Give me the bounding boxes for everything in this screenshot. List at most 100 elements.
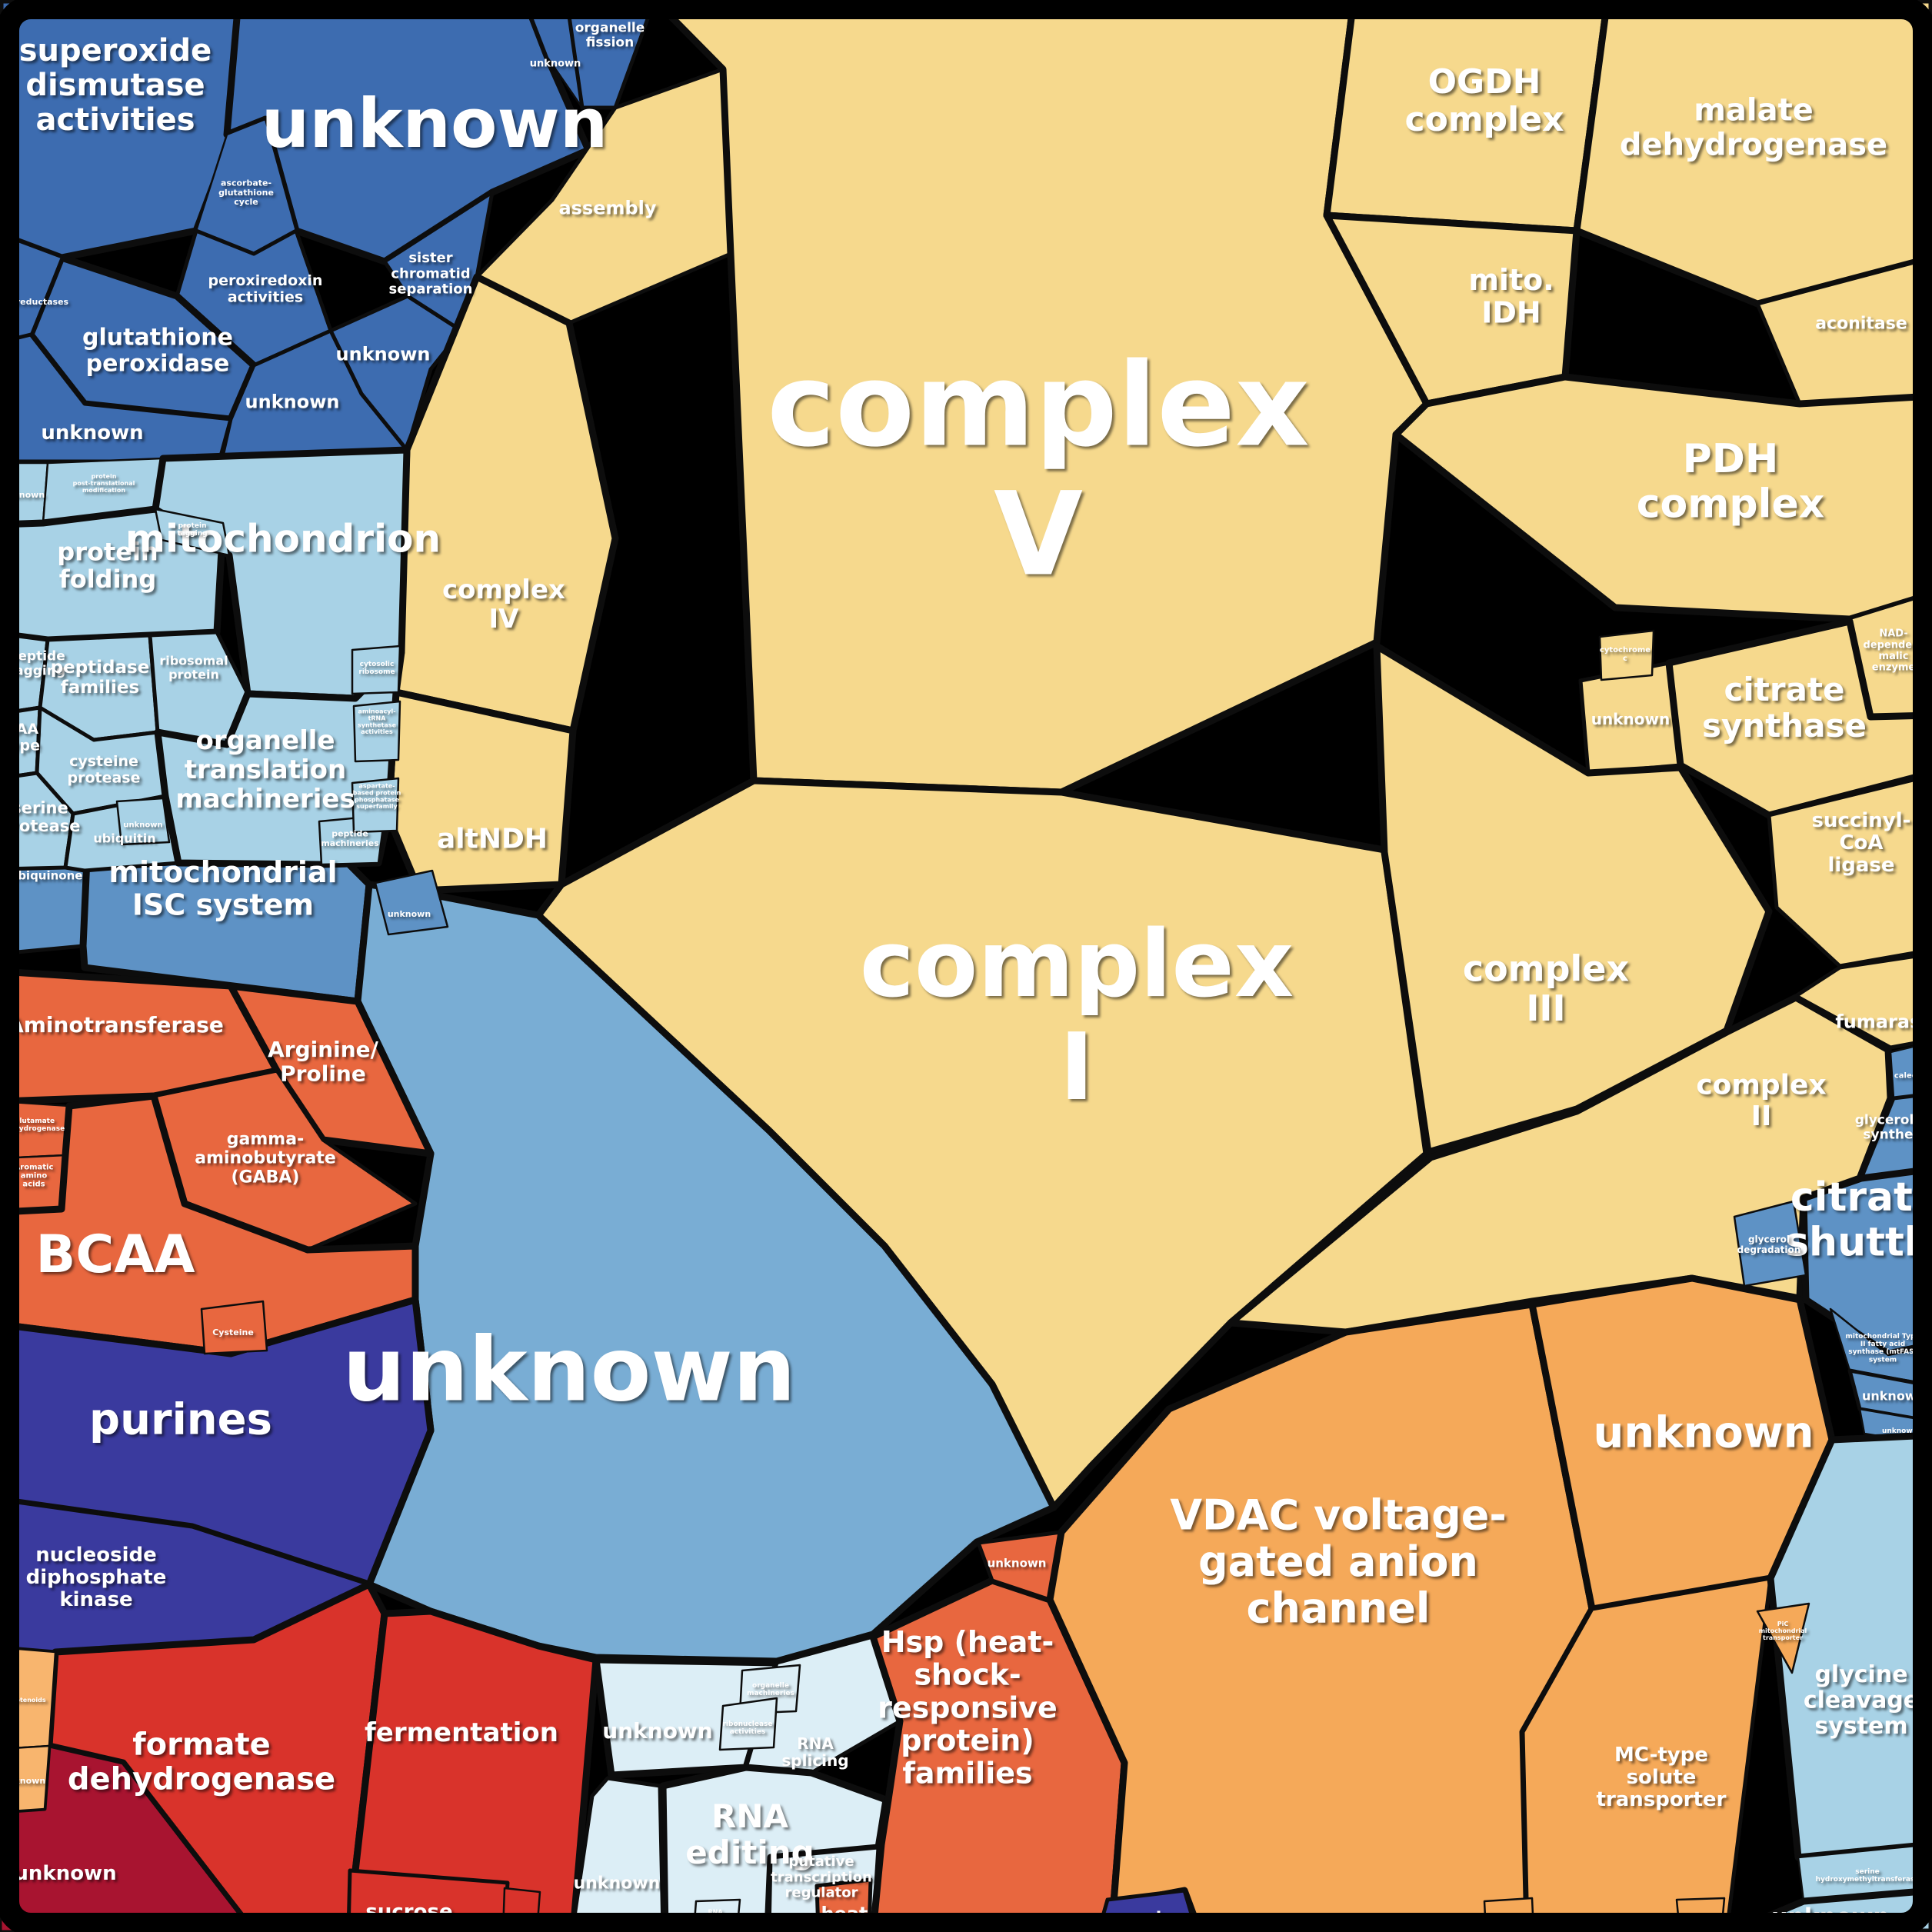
label-OGDH-complex: OGDH complex (1405, 62, 1564, 139)
label-malate-dehydrogenase: malate dehydrogenase (1620, 93, 1887, 163)
cell-cysteine-tiny (200, 1300, 268, 1355)
label-paleorange-carotenoids: carotenoids (5, 1697, 45, 1704)
label-complex-II: complex II (1696, 1069, 1826, 1131)
cell-PDH-complex (1392, 373, 1932, 623)
label-altNDH: altNDH (437, 824, 548, 855)
label-ribosomal-protein: ribosomal protein (159, 654, 228, 682)
label-mitochondrial-ISC-system: mitochondrial ISC system (108, 855, 337, 922)
label-cytochrome-c: cytochrome c (1600, 646, 1651, 663)
label-citrate-synthase: citrate synthase (1702, 671, 1867, 744)
label-PDH-complex: PDH complex (1637, 436, 1825, 527)
label-serine-hydroxymethyltransferase: serine hydroxymethyltransferase (1816, 1868, 1920, 1884)
label-putative-transcription-regulator: putative transcription regulator (771, 1854, 872, 1900)
label-central-unknown: unknown (342, 1318, 795, 1421)
label-unknown-topleft-mid: unknown (336, 343, 431, 365)
label-cluster-unknown: unknown (388, 909, 431, 919)
cell-aminoacyl-tRNA-synthetase-activities (352, 700, 401, 763)
label-fermentation: fermentation (365, 1717, 558, 1748)
label-glutamate-dehydrogenase: glutamate dehydrogenase (5, 1118, 65, 1133)
cell-ribonuclease-activities (718, 1697, 778, 1751)
cell-citrate-shuttle (1800, 1165, 1932, 1357)
cell-mtfas-system (1829, 1307, 1932, 1386)
label-rna-editing: RNA editing (685, 1797, 814, 1871)
label-mitochondrion: mitochondrion (125, 517, 441, 561)
label-complex-V: complex V (767, 339, 1310, 602)
label-arginine-proline: Arginine/Proline (268, 1037, 379, 1086)
label-NAD-dependent-malic-enzyme: NAD-dependent malic enzyme (1863, 628, 1924, 674)
label-organelle-fission-unknown: unknown (530, 58, 581, 70)
label-aconitase: aconitase (1815, 315, 1907, 334)
label-succinyl-CoA-ligase: succinyl-CoA ligase (1812, 809, 1911, 877)
label-peptidase-families: peptidase families (51, 658, 150, 698)
label-complex-IV: complex IV (442, 575, 565, 635)
label-organelle-fission: organelle fission (575, 20, 645, 50)
label-peptide-tagging: peptide tagging (8, 648, 65, 678)
label-organelle-machineries: organelle machineries (747, 1682, 794, 1697)
label-complex-I: complex I (860, 911, 1294, 1121)
label-ubiquinone: ubiquinone (10, 868, 83, 882)
cell-mc-type-solute-transporter (1521, 1576, 1773, 1932)
label-sister-chromatid-separation: sister chromatid separation (389, 250, 473, 297)
label-glycine-cleavage-system: glycine cleavage system (1804, 1661, 1919, 1740)
label-unknown-medblue-right: unknown (1862, 1389, 1925, 1404)
cell-pic-mitochondrial-transporter (1756, 1602, 1810, 1674)
label-unknown-topleft-lower: unknown (245, 391, 340, 412)
label-formate-dehydrogenase: formate dehydrogenase (68, 1727, 335, 1797)
label-caleosin: caleosin (1894, 1072, 1930, 1081)
label-pic-mitochondrial-transporter: PiC mitochondrial transporter (1759, 1621, 1807, 1641)
cell-arginine-proline (227, 982, 435, 1158)
cell-altNDH (385, 688, 577, 894)
cell-unknown-medblue-right (1847, 1368, 1932, 1424)
label-aminoacyl-tRNA-synthetase-activities: aminoacyl-tRNA synthetase activities (358, 708, 397, 735)
label-aromatic-amino-acids: Aromatic amino acids (15, 1163, 54, 1188)
label-mtfas-system: mitochondrial Type II fatty acid synthase … (1845, 1333, 1920, 1364)
cell-aconitase (1755, 255, 1932, 406)
cell-unknown-lightblue-bottom (115, 797, 171, 846)
label-crimson-unknown: unknown (14, 1862, 116, 1885)
cell-glycerol-degradation (1733, 1200, 1807, 1287)
label-protein-tagging: protein tagging (177, 522, 207, 538)
label-protein-folding: protein folding (57, 537, 158, 594)
label-ribonuclease-activities: ribonuclease activities (722, 1720, 772, 1736)
label-unknown-topleft-big: unknown (261, 84, 608, 163)
label-ascorbate-glutathione-cycle: ascorbate-glutathione cycle (218, 178, 274, 208)
label-cysteine-tiny: Cysteine (212, 1327, 254, 1337)
label-cysteine-protease: cysteine protease (67, 753, 140, 786)
label-unknown-pale-bottom: unknown (574, 1874, 661, 1894)
cell-cytochrome-c (1598, 629, 1655, 681)
label-mito-IDH: mito. IDH (1468, 263, 1554, 330)
label-unknown-medblue-tiny: unknown (1882, 1427, 1917, 1435)
label-aspartate-based-protein-phosphatase-superfamily: aspartate-based protein phosphatase superf… (353, 782, 401, 810)
label-aminotransferase: Aminotransferase (7, 1012, 224, 1038)
label-unknown-yellow-mid: unknown (1591, 710, 1670, 728)
label-orange-unknown: unknown (1594, 1408, 1814, 1458)
cell-aspartate-based-protein-phosphatase-superfamily (351, 777, 400, 834)
label-glutathione-peroxidase: glutathione peroxidase (82, 325, 233, 378)
label-unknown-topleft-bottom: unknown (41, 421, 143, 445)
label-hsp-unknown-wedge: unknown (988, 1556, 1047, 1570)
label-protein-post-translational-modification: protein post-translational modification (73, 473, 135, 494)
cell-cluster-unknown (374, 869, 449, 936)
label-superoxide-dismutase-activities: superoxide dismutase activities (19, 33, 212, 138)
label-gamma-aminobutyrate-GABA: gamma-aminobutyrate (GABA) (195, 1130, 336, 1187)
cell-serine-hydroxymethyltransferase (1797, 1843, 1932, 1903)
label-nucleoside-diphosphate-kinase: nucleoside diphosphate kinase (26, 1544, 167, 1611)
label-ubiquitin: ubiquitin (93, 831, 155, 846)
cell-succinyl-CoA-ligase (1767, 773, 1932, 968)
label-glycerol-degradation: glycerol degradation (1737, 1234, 1801, 1254)
cell-citrate-synthase (1665, 618, 1932, 819)
label-purines: purines (89, 1395, 272, 1445)
label-organelle-translation-machineries: organelle translation machineries (175, 725, 355, 814)
label-vdac-voltage-gated-anion-channel: VDAC voltage-gated anion channel (1170, 1491, 1507, 1632)
label-rna-splicing: RNA splicing (781, 1734, 848, 1770)
label-unknown-lightblue-bottom: unknown (123, 821, 162, 830)
label-unknown-pale-top: unknown (602, 1718, 712, 1744)
label-BCAA: BCAA (36, 1224, 195, 1285)
label-hsp-families: Hsp (heat-shock-responsive protein) famili… (878, 1625, 1058, 1790)
cell-cytosolic-ribosome (351, 645, 401, 695)
label-assembly: assembly (558, 197, 656, 218)
label-cytosolic-ribosome: cytosolic ribosome (358, 661, 395, 676)
label-citrate-shuttle: citrate shuttle (1785, 1174, 1932, 1265)
label-peroxiredoxin-activities: peroxiredoxin activities (208, 272, 323, 305)
